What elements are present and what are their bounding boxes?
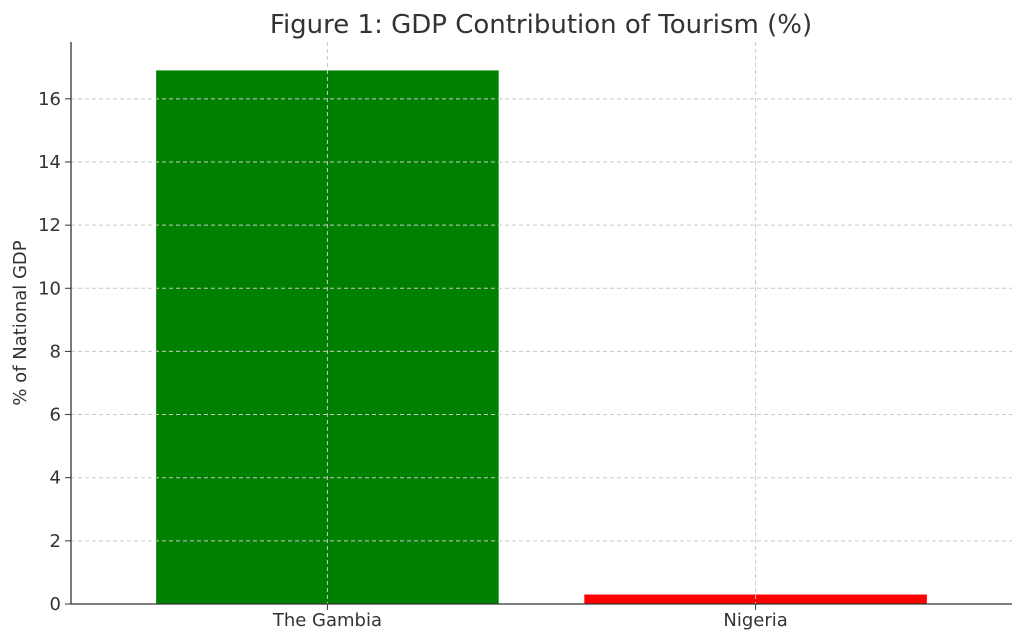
y-tick-label: 4 bbox=[50, 468, 61, 489]
y-tick-label: 10 bbox=[38, 278, 61, 299]
y-tick-label: 2 bbox=[50, 531, 61, 552]
y-tick-label: 0 bbox=[50, 594, 61, 615]
bars bbox=[156, 70, 927, 605]
bar-nigeria bbox=[584, 594, 927, 604]
axes bbox=[65, 42, 1012, 610]
y-tick-label: 6 bbox=[50, 405, 61, 426]
y-tick-label: 14 bbox=[38, 152, 61, 173]
y-tick-label: 8 bbox=[50, 341, 61, 362]
tick-labels: 0 2 4 6 8 10 12 14 16 The Gambia Nigeria bbox=[38, 89, 788, 631]
chart-title: Figure 1: GDP Contribution of Tourism (%… bbox=[270, 10, 812, 40]
x-tick-label: The Gambia bbox=[272, 610, 382, 631]
y-axis-title: % of National GDP bbox=[10, 240, 31, 405]
y-tick-label: 12 bbox=[38, 215, 61, 236]
y-tick-label: 16 bbox=[38, 89, 61, 110]
grid-lines bbox=[71, 42, 1012, 604]
x-tick-label: Nigeria bbox=[723, 610, 787, 631]
